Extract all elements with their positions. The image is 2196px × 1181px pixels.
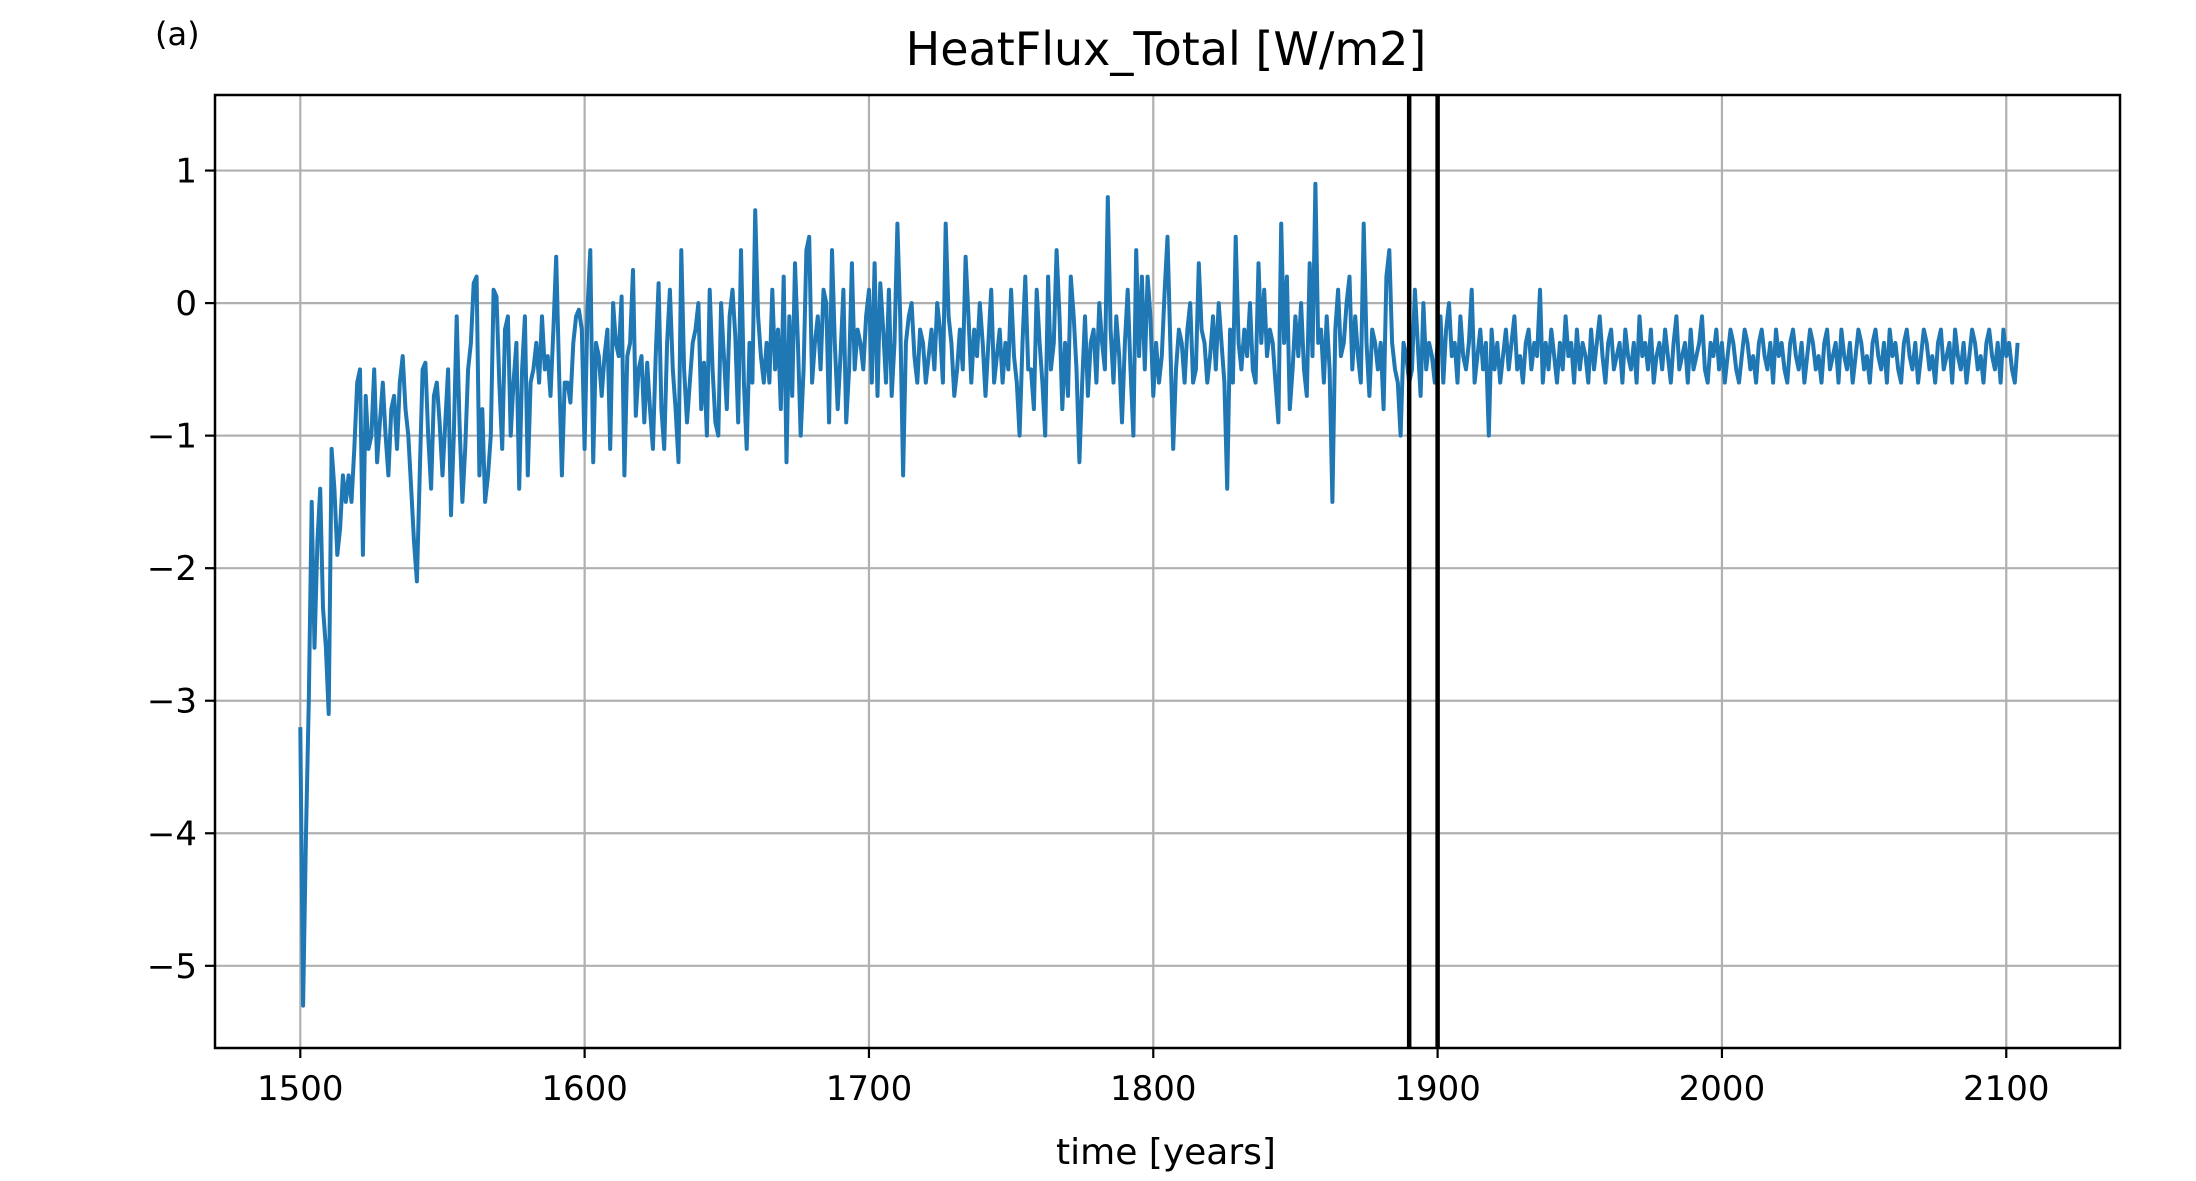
plot-frame [213, 93, 2122, 1050]
chart-title: HeatFlux_Total [W/m2] [906, 22, 1427, 76]
y-tick-label: −5 [147, 947, 197, 987]
reference-lines [1406, 95, 1440, 1048]
x-tick-label: 2100 [1963, 1069, 2050, 1109]
panel-label: (a) [155, 15, 200, 53]
x-tick-label: 1700 [826, 1069, 913, 1109]
x-axis-label: time [years] [1056, 1132, 1276, 1173]
x-axis-ticks: 1500 1600 1700 1800 1900 2000 2100 [257, 1048, 2050, 1109]
y-tick-label: 0 [175, 284, 197, 324]
heatflux-series-line [298, 181, 2020, 1008]
x-tick-label: 1600 [541, 1069, 628, 1109]
x-tick-label: 1800 [1110, 1069, 1197, 1109]
y-tick-label: −1 [147, 417, 197, 457]
y-tick-label: 1 [175, 152, 197, 192]
x-tick-label: 2000 [1679, 1069, 1766, 1109]
x-tick-label: 1500 [257, 1069, 344, 1109]
y-tick-label: −3 [147, 682, 197, 722]
grid [215, 95, 2120, 1048]
y-tick-label: −2 [147, 549, 197, 589]
y-tick-label: −4 [147, 814, 197, 854]
series-layer [298, 181, 2020, 1008]
x-tick-label: 1900 [1394, 1069, 1481, 1109]
y-axis-ticks: 1 0 −1 −2 −3 −4 −5 [147, 152, 215, 987]
